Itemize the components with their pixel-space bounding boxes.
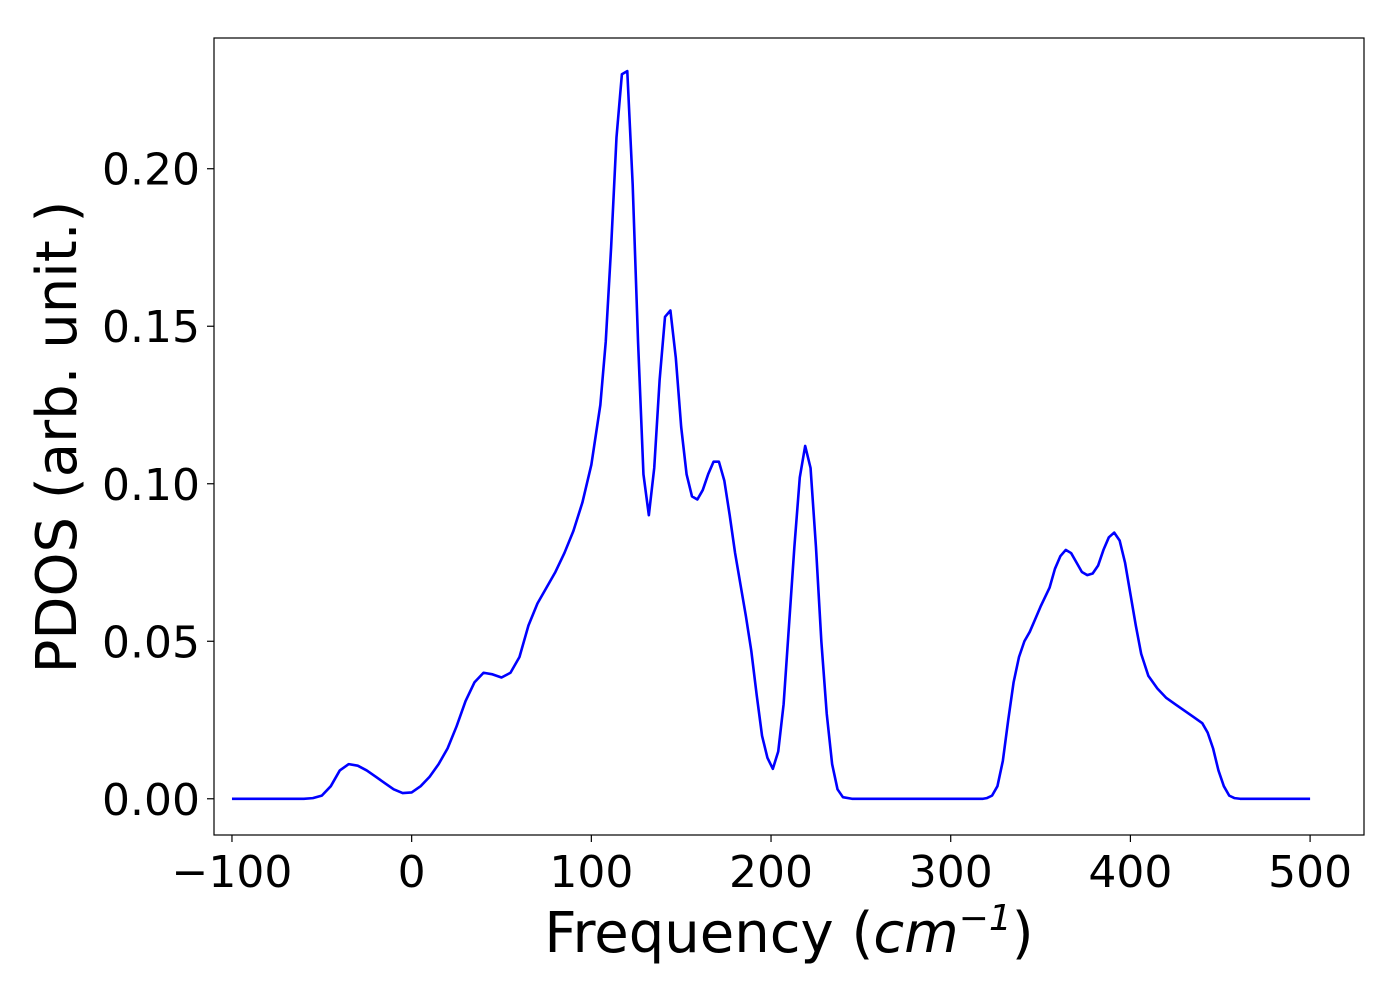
x-tick-label: 100 xyxy=(549,847,633,898)
y-axis-ticks: 0.00 0.05 0.10 0.15 0.20 xyxy=(102,145,214,826)
x-tick-label: 300 xyxy=(909,847,993,898)
plot-frame xyxy=(213,37,1365,836)
x-axis-ticks: −100 0 100 200 300 400 500 xyxy=(172,835,1352,898)
y-tick-label: 0.20 xyxy=(102,145,200,196)
y-tick-label: 0.15 xyxy=(102,302,200,353)
y-tick-label: 0.10 xyxy=(102,460,200,511)
x-tick-label: 500 xyxy=(1268,847,1352,898)
y-axis-title: PDOS (arb. unit.) xyxy=(25,201,90,674)
y-tick-label: 0.05 xyxy=(102,617,200,668)
x-tick-label: 0 xyxy=(398,847,426,898)
x-tick-label: 400 xyxy=(1088,847,1172,898)
x-tick-label: −100 xyxy=(172,847,293,898)
x-axis-title: Frequency (cm−1) xyxy=(544,898,1033,966)
y-tick-label: 0.00 xyxy=(102,775,200,826)
pdos-series-line xyxy=(231,69,1311,801)
x-tick-label: 200 xyxy=(729,847,813,898)
